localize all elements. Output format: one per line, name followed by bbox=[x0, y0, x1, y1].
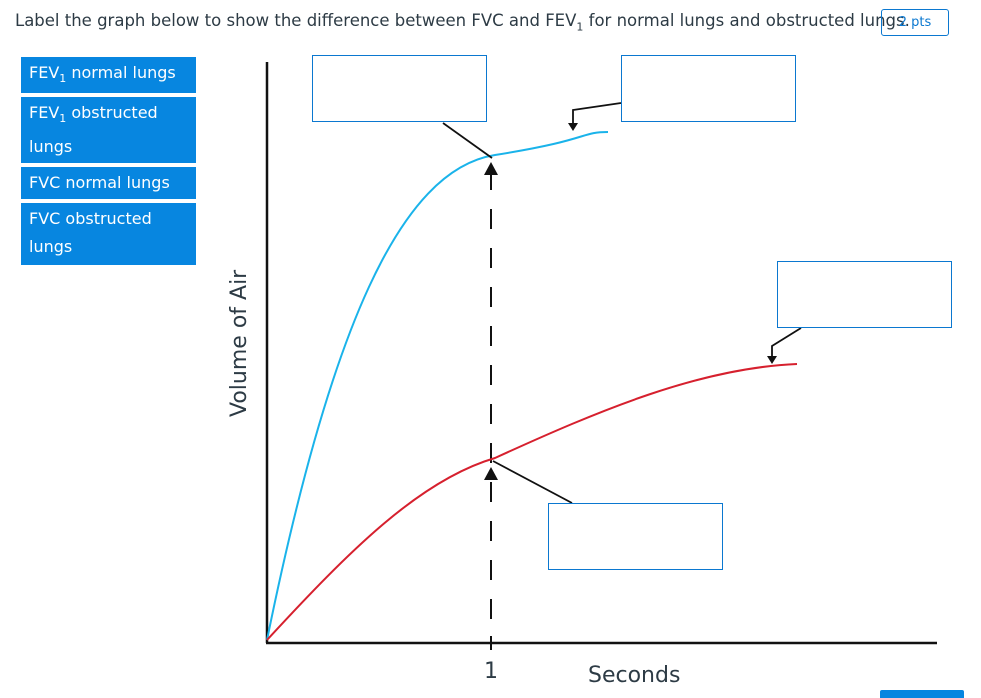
fev1-obstructed-arrowhead bbox=[484, 467, 498, 480]
pointer-arrow-right bbox=[767, 356, 777, 364]
label-option-fev1-obstructed[interactable]: FEV1 obstructed lungs bbox=[21, 97, 196, 163]
label-option-fvc-normal[interactable]: FVC normal lungs bbox=[21, 167, 196, 199]
fev1-normal-arrowhead bbox=[484, 162, 498, 175]
obstructed-lungs-curve bbox=[266, 363, 798, 641]
pointer-arrow-top-right bbox=[568, 123, 578, 131]
pointer-line-top-left bbox=[442, 122, 493, 159]
y-axis-label: Volume of Air bbox=[227, 269, 252, 417]
question-text: Label the graph below to show the differ… bbox=[15, 11, 910, 34]
normal-lungs-curve bbox=[266, 131, 609, 641]
next-button-edge[interactable] bbox=[880, 690, 964, 698]
drop-zone-top-left[interactable] bbox=[312, 55, 487, 122]
label-option-fvc-obstructed[interactable]: FVC obstructed lungs bbox=[21, 203, 196, 265]
pointer-line-top-right bbox=[572, 102, 622, 126]
label-option-fev1-normal[interactable]: FEV1 normal lungs bbox=[21, 57, 196, 93]
x-tick-label: 1 bbox=[484, 659, 498, 684]
x-axis-label: Seconds bbox=[588, 663, 680, 688]
pointer-line-right bbox=[771, 327, 802, 358]
drop-zone-top-right[interactable] bbox=[621, 55, 796, 122]
pointer-line-bottom bbox=[492, 460, 573, 504]
drop-zone-bottom[interactable] bbox=[548, 503, 723, 570]
points-badge: 2 pts bbox=[881, 9, 949, 36]
drop-zone-right[interactable] bbox=[777, 261, 952, 328]
